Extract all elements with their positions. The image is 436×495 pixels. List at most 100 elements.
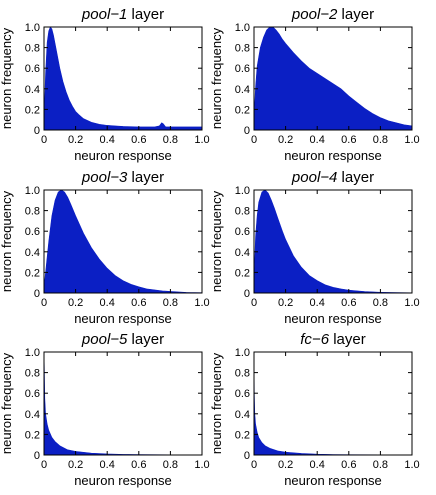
y-tick-label: 0.4 bbox=[235, 247, 250, 259]
plot-frame bbox=[253, 351, 413, 456]
y-tick-label: 0 bbox=[244, 450, 250, 462]
x-axis-label: neuron response bbox=[284, 473, 382, 488]
x-tick-label: 0.6 bbox=[341, 134, 356, 146]
plot-frame bbox=[253, 189, 413, 294]
y-tick-label: 0.8 bbox=[235, 206, 250, 218]
chart-title-rest: layer bbox=[127, 6, 164, 23]
plot-frame bbox=[253, 26, 413, 131]
chart-title-rest: layer bbox=[329, 331, 366, 348]
x-tick-label: 0.8 bbox=[373, 134, 388, 146]
y-tick-label: 0.6 bbox=[25, 388, 40, 400]
x-tick-label: 0.8 bbox=[373, 459, 388, 471]
chart-title-italic: pool−1 bbox=[81, 6, 127, 23]
chart-panel: pool−4 layer 0 0.2 0.4 0.6 0.8 1.0 0 0.2 0.4 0.6 0.… bbox=[209, 169, 420, 326]
y-axis-label: neuron frequency bbox=[209, 27, 224, 129]
y-axis-label: neuron frequency bbox=[209, 352, 224, 454]
x-tick-label: 0.6 bbox=[131, 459, 146, 471]
y-tick-label: 0.8 bbox=[235, 368, 250, 380]
x-tick-label: 0.6 bbox=[131, 134, 146, 146]
x-tick-label: 0.8 bbox=[163, 134, 178, 146]
y-tick-label: 0.6 bbox=[235, 388, 250, 400]
x-tick-label: 0.2 bbox=[278, 134, 293, 146]
chart-title-italic: pool−5 bbox=[81, 331, 128, 348]
y-tick-label: 0.2 bbox=[25, 429, 40, 441]
x-tick-label: 0.8 bbox=[373, 297, 388, 309]
y-tick-label: 0.4 bbox=[235, 84, 250, 96]
x-tick-label: 0 bbox=[251, 459, 257, 471]
x-tick-label: 0.8 bbox=[163, 297, 178, 309]
x-tick-label: 0.4 bbox=[100, 134, 115, 146]
x-axis-label: neuron response bbox=[74, 148, 172, 163]
plot-frame bbox=[43, 26, 203, 131]
plot-frame bbox=[43, 189, 203, 294]
x-tick-label: 0.4 bbox=[310, 134, 325, 146]
x-tick-label: 0.2 bbox=[278, 297, 293, 309]
y-axis-label: neuron frequency bbox=[209, 190, 224, 292]
x-tick-label: 0.4 bbox=[310, 459, 325, 471]
chart-title: pool−5 layer bbox=[81, 331, 164, 348]
x-tick-label: 0.2 bbox=[278, 459, 293, 471]
y-tick-label: 0 bbox=[34, 288, 40, 300]
chart-title-rest: layer bbox=[127, 331, 164, 348]
y-tick-label: 1.0 bbox=[25, 347, 40, 359]
histogram-area bbox=[43, 189, 203, 294]
y-tick-label: 0 bbox=[34, 125, 40, 137]
y-tick-label: 0 bbox=[34, 450, 40, 462]
chart-title: fc−6 layer bbox=[300, 331, 365, 348]
x-tick-label: 0 bbox=[251, 134, 257, 146]
y-tick-label: 0.2 bbox=[235, 104, 250, 116]
chart-panel: fc−6 layer 0 0.2 0.4 0.6 0.8 1.0 0 0.2 0.4 0.6 0.8 1… bbox=[209, 331, 420, 488]
chart-title-rest: layer bbox=[337, 6, 374, 23]
y-tick-label: 0.4 bbox=[235, 409, 250, 421]
x-tick-label: 0.6 bbox=[341, 459, 356, 471]
histogram-area bbox=[253, 26, 413, 131]
y-tick-label: 1.0 bbox=[235, 22, 250, 34]
histogram-area bbox=[43, 26, 203, 131]
chart-title: pool−4 layer bbox=[291, 169, 374, 186]
x-axis-label: neuron response bbox=[284, 311, 382, 326]
y-tick-label: 1.0 bbox=[25, 22, 40, 34]
chart-title-italic: pool−4 bbox=[291, 169, 337, 186]
y-tick-label: 0 bbox=[244, 288, 250, 300]
x-tick-label: 1.0 bbox=[194, 297, 209, 309]
chart-title-italic: pool−2 bbox=[291, 6, 338, 23]
chart-title-italic: pool−3 bbox=[81, 169, 128, 186]
y-tick-label: 0.2 bbox=[235, 429, 250, 441]
y-axis-label: neuron frequency bbox=[0, 190, 14, 292]
y-tick-label: 0.8 bbox=[25, 43, 40, 55]
chart-title-rest: layer bbox=[127, 169, 164, 186]
x-tick-label: 0 bbox=[41, 134, 47, 146]
x-tick-label: 1.0 bbox=[404, 297, 419, 309]
histogram-area bbox=[253, 351, 413, 456]
y-axis-label: neuron frequency bbox=[0, 352, 14, 454]
y-tick-label: 0.8 bbox=[25, 368, 40, 380]
x-tick-label: 1.0 bbox=[404, 459, 419, 471]
y-tick-label: 0.2 bbox=[235, 267, 250, 279]
y-axis-label: neuron frequency bbox=[0, 27, 14, 129]
y-tick-label: 0.6 bbox=[235, 226, 250, 238]
chart-title: pool−2 layer bbox=[291, 6, 374, 23]
y-tick-label: 0 bbox=[244, 125, 250, 137]
x-tick-label: 0.6 bbox=[131, 297, 146, 309]
x-tick-label: 0.2 bbox=[68, 134, 83, 146]
x-tick-label: 0 bbox=[41, 459, 47, 471]
x-tick-label: 0.4 bbox=[310, 297, 325, 309]
chart-title: pool−1 layer bbox=[81, 6, 164, 23]
y-tick-label: 1.0 bbox=[235, 347, 250, 359]
x-tick-label: 0.2 bbox=[68, 297, 83, 309]
histogram-area bbox=[43, 351, 203, 456]
y-tick-label: 0.6 bbox=[25, 226, 40, 238]
x-tick-label: 1.0 bbox=[404, 134, 419, 146]
y-tick-label: 1.0 bbox=[25, 185, 40, 197]
y-tick-label: 0.8 bbox=[25, 206, 40, 218]
chart-panel: pool−1 layer 0 0.2 0.4 0.6 0.8 1.0 0 0.2 0.4 0.6 0.… bbox=[0, 6, 210, 163]
chart-title-rest: layer bbox=[337, 169, 374, 186]
y-tick-label: 0.4 bbox=[25, 84, 40, 96]
histogram-area bbox=[253, 189, 413, 294]
x-tick-label: 0.8 bbox=[163, 459, 178, 471]
chart-panel: pool−3 layer 0 0.2 0.4 0.6 0.8 1.0 0 0.2 0.4 0.6 0.… bbox=[0, 169, 210, 326]
y-tick-label: 0.2 bbox=[25, 267, 40, 279]
y-tick-label: 0.4 bbox=[25, 409, 40, 421]
x-axis-label: neuron response bbox=[74, 311, 172, 326]
